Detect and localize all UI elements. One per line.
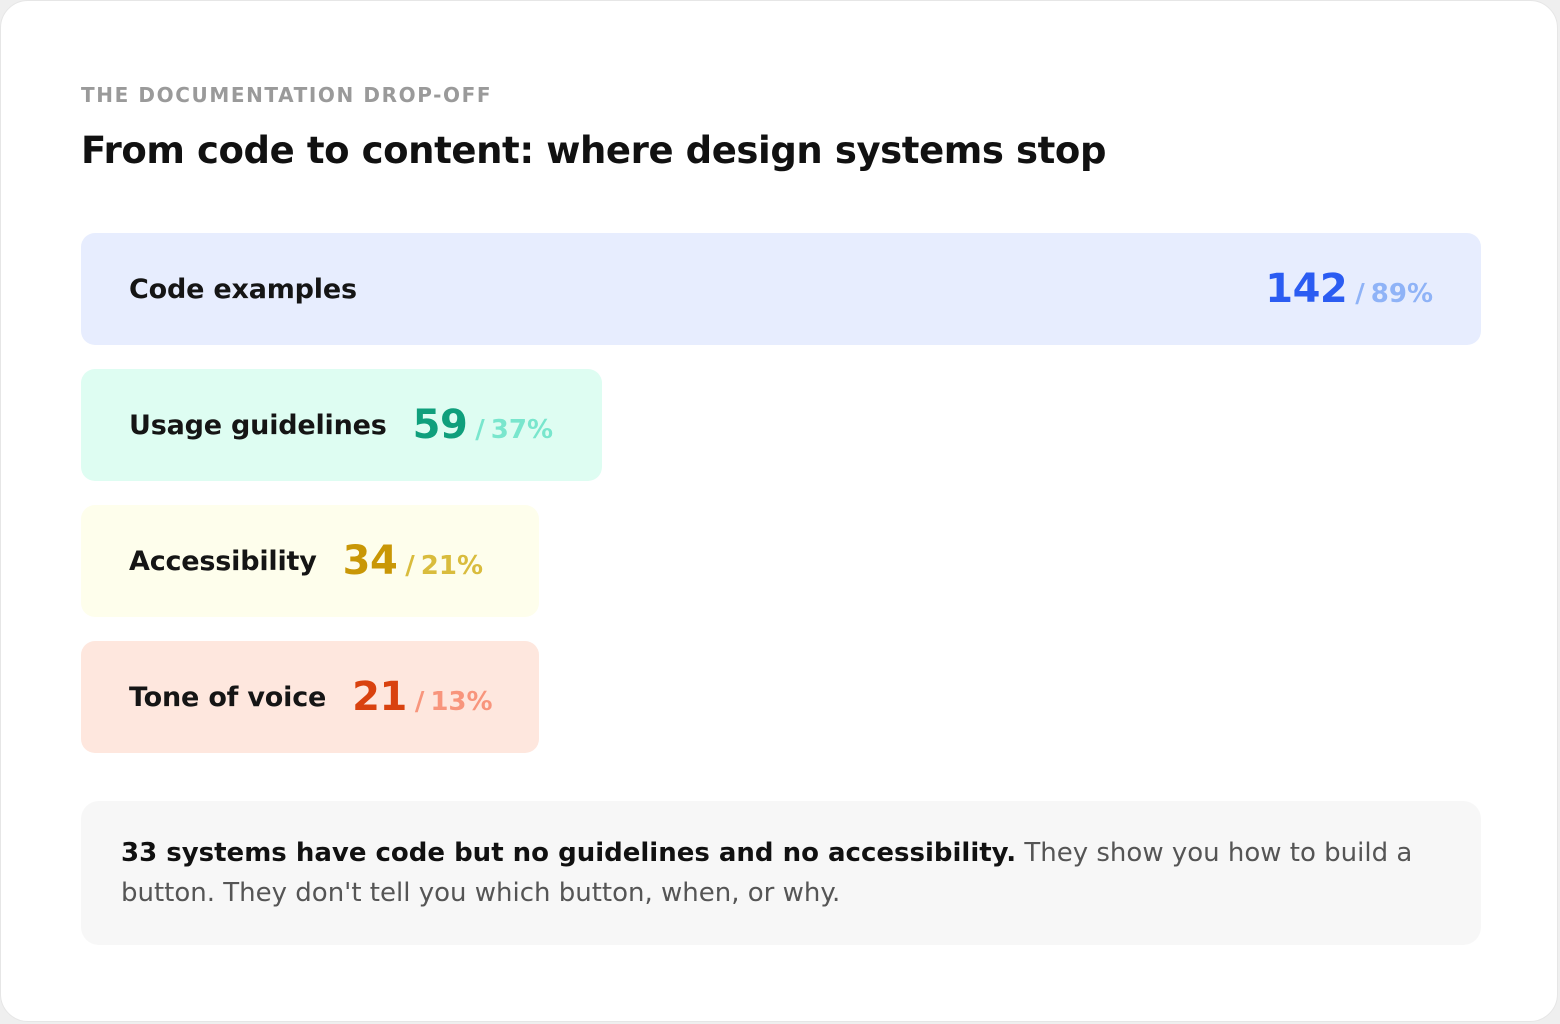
bar-label: Accessibility <box>129 545 317 577</box>
bar-metric: 59/37% <box>413 402 553 448</box>
callout-emphasis: 33 systems have code but no guidelines a… <box>121 838 1017 868</box>
bar-separator: / <box>405 551 415 581</box>
bar-count: 34 <box>342 538 398 584</box>
callout-note: 33 systems have code but no guidelines a… <box>81 801 1481 945</box>
chart-title: From code to content: where design syste… <box>81 129 1107 172</box>
bar-label: Tone of voice <box>129 681 327 713</box>
bar-label: Usage guidelines <box>129 409 387 441</box>
bar-usage-guidelines: Usage guidelines 59/37% <box>81 369 602 481</box>
bar-accessibility: Accessibility 34/21% <box>81 505 539 617</box>
bar-count: 59 <box>412 402 468 448</box>
bar-metric: 142/89% <box>1265 266 1433 312</box>
bar-percent: 21% <box>420 551 484 581</box>
bar-separator: / <box>414 687 425 717</box>
bar-separator: / <box>1355 279 1365 309</box>
bar-percent: 37% <box>490 415 554 445</box>
bar-metric: 34/21% <box>343 538 483 584</box>
bar-label: Code examples <box>129 273 357 305</box>
bar-percent: 89% <box>1370 279 1433 309</box>
bar-tone-of-voice: Tone of voice 21/13% <box>81 641 539 753</box>
bar-count: 21 <box>352 674 407 720</box>
eyebrow-label: THE DOCUMENTATION DROP-OFF <box>81 83 493 107</box>
bar-percent: 13% <box>430 687 493 717</box>
bar-code-examples: Code examples 142/89% <box>81 233 1481 345</box>
bar-metric: 21/13% <box>352 674 492 720</box>
bar-count: 142 <box>1265 266 1348 312</box>
callout-text: They show you how to build a button. The… <box>121 838 1413 908</box>
bar-separator: / <box>475 415 485 445</box>
